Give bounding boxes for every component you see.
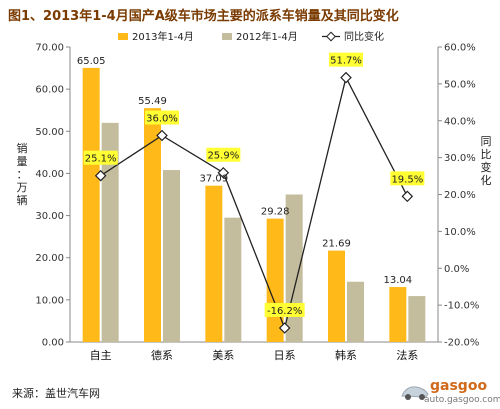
bar-value-label: 55.49 bbox=[138, 96, 167, 107]
yoy-line bbox=[100, 75, 408, 331]
watermark-brand: gasgoo bbox=[430, 378, 488, 394]
legend-marker bbox=[326, 31, 336, 42]
x-tick-label: 日系 bbox=[274, 349, 296, 362]
bars-group bbox=[82, 67, 426, 342]
bar-2012 bbox=[347, 281, 364, 342]
yoy-label-bg bbox=[264, 302, 305, 317]
legend-swatch bbox=[118, 33, 128, 40]
yoy-value-label: -16.2% bbox=[267, 306, 302, 317]
yoy-label-bg bbox=[329, 52, 363, 67]
x-tick-label: 自主 bbox=[90, 349, 112, 362]
x-tick-label: 美系 bbox=[212, 349, 234, 362]
bar-2012 bbox=[408, 296, 426, 342]
bar-2013 bbox=[82, 67, 100, 342]
car-logo-icon bbox=[401, 386, 429, 400]
legend-group: 2013年1-4月 2012年1-4月 同比变化 bbox=[118, 30, 384, 43]
y2-tick-label: 20.0% bbox=[444, 190, 476, 201]
yoy-value-label: 25.9% bbox=[207, 151, 239, 162]
y2-tick-label: 40.0% bbox=[444, 116, 476, 127]
yoy-label-bg bbox=[390, 171, 425, 186]
y2-tick-label: 50.0% bbox=[444, 79, 476, 90]
bar-value-label: 37.09 bbox=[200, 174, 229, 185]
yoy-point bbox=[94, 169, 107, 182]
bar-2012 bbox=[224, 217, 242, 342]
y2-tick-label: 60.0% bbox=[444, 43, 476, 54]
yoy-line-group bbox=[94, 71, 414, 334]
yoy-point bbox=[401, 190, 414, 203]
yoy-value-label: 51.7% bbox=[330, 56, 362, 67]
yoy-point bbox=[217, 166, 230, 179]
yoy-value-label: 19.5% bbox=[391, 174, 423, 185]
bar-value-label: 29.28 bbox=[261, 207, 290, 218]
y-tick-label: 40.00 bbox=[35, 169, 64, 180]
y2-tick-label: -20.0% bbox=[444, 338, 479, 349]
legend-label: 2012年1-4月 bbox=[236, 30, 298, 43]
y-tick-label: 10.00 bbox=[35, 295, 64, 306]
yoy-point bbox=[278, 322, 291, 334]
y-tick-label: 20.00 bbox=[35, 253, 64, 264]
watermark-logo: gasgoo auto.gasgoo.com bbox=[400, 378, 500, 406]
y-tick-label: 60.00 bbox=[35, 85, 64, 96]
bar-2013 bbox=[205, 185, 223, 342]
bar-2013 bbox=[266, 218, 284, 342]
yoy-value-label: 25.1% bbox=[85, 154, 117, 165]
y-tick-label: 70.00 bbox=[35, 43, 64, 54]
chart-title: 图1、2013年1-4月国产A级车市场主要的派系车销量及其同比变化 bbox=[8, 9, 399, 24]
source-note: 来源：盖世汽车网 bbox=[12, 387, 100, 400]
bar-2013 bbox=[328, 250, 345, 342]
y2-tick-label: 30.0% bbox=[444, 153, 476, 164]
bar-2012 bbox=[163, 170, 180, 342]
bar-value-label: 13.04 bbox=[384, 275, 413, 286]
bar-2013 bbox=[144, 108, 161, 342]
legend-label: 2013年1-4月 bbox=[132, 30, 194, 43]
watermark-url: auto.gasgoo.com bbox=[424, 395, 500, 405]
x-tick-label: 法系 bbox=[396, 348, 418, 362]
bar-value-label: 65.05 bbox=[77, 56, 106, 67]
legend-label: 同比变化 bbox=[344, 30, 384, 43]
y-axis-title: 销量：万辆 bbox=[17, 141, 28, 207]
y2-tick-label: 0.0% bbox=[444, 264, 469, 275]
yoy-label-bg bbox=[206, 147, 241, 162]
yoy-point bbox=[340, 71, 352, 84]
labels-group: 65.05 55.49 37.09 29.28 21.69 13.04 25.1% 36.0%… bbox=[77, 52, 425, 317]
y-tick-label: 30.00 bbox=[35, 211, 64, 222]
yoy-label-bg bbox=[83, 150, 118, 165]
y2-tick-label: 10.0% bbox=[444, 227, 476, 238]
y-tick-label: 0.00 bbox=[42, 338, 64, 349]
y-tick-label: 50.00 bbox=[35, 127, 64, 138]
yoy-label-bg bbox=[145, 110, 179, 125]
y2-axis-title: 同比变化 bbox=[481, 135, 492, 187]
bar-2012 bbox=[101, 122, 119, 342]
x-tick-label: 德系 bbox=[151, 348, 173, 362]
y2-tick-label: -10.0% bbox=[444, 301, 479, 312]
legend-swatch bbox=[222, 33, 232, 40]
x-tick-label: 韩系 bbox=[335, 348, 357, 362]
yoy-value-label: 36.0% bbox=[146, 114, 178, 125]
axes-group: 0.00 10.00 20.00 30.00 40.00 50.00 60.00 70.00 -… bbox=[17, 43, 492, 363]
yoy-point bbox=[156, 129, 168, 142]
bar-value-label: 21.69 bbox=[322, 239, 351, 250]
bar-2013 bbox=[389, 287, 407, 342]
